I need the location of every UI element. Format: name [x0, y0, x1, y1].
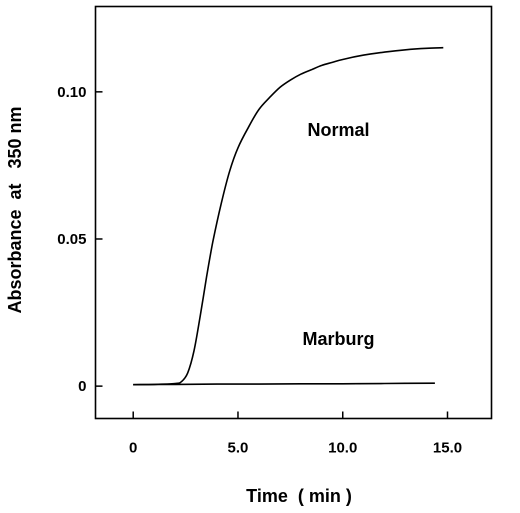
series-layer: Normal Marburg [133, 46, 444, 386]
y-axis-ticks: 0 0.05 0.10 [57, 84, 103, 395]
y-tick-label: 0.05 [57, 231, 86, 248]
x-tick-label: 10.0 [328, 440, 357, 457]
series-label-marburg: Marburg [303, 329, 375, 349]
x-axis-ticks: 0 5.0 10.0 15.0 [129, 411, 462, 457]
y-tick-label: 0.10 [57, 84, 86, 101]
y-axis-title: Absorbance at 350 nm [5, 106, 25, 313]
x-tick-label: 15.0 [433, 440, 462, 457]
x-tick-label: 5.0 [228, 440, 249, 457]
x-tick-label: 0 [129, 440, 137, 457]
series-line-normal [133, 46, 444, 386]
series-line-marburg [133, 382, 435, 386]
plot-frame [94, 5, 493, 420]
y-tick-label: 0 [78, 378, 86, 395]
x-axis-title: Time ( min ) [246, 486, 352, 506]
series-label-normal: Normal [308, 120, 370, 140]
